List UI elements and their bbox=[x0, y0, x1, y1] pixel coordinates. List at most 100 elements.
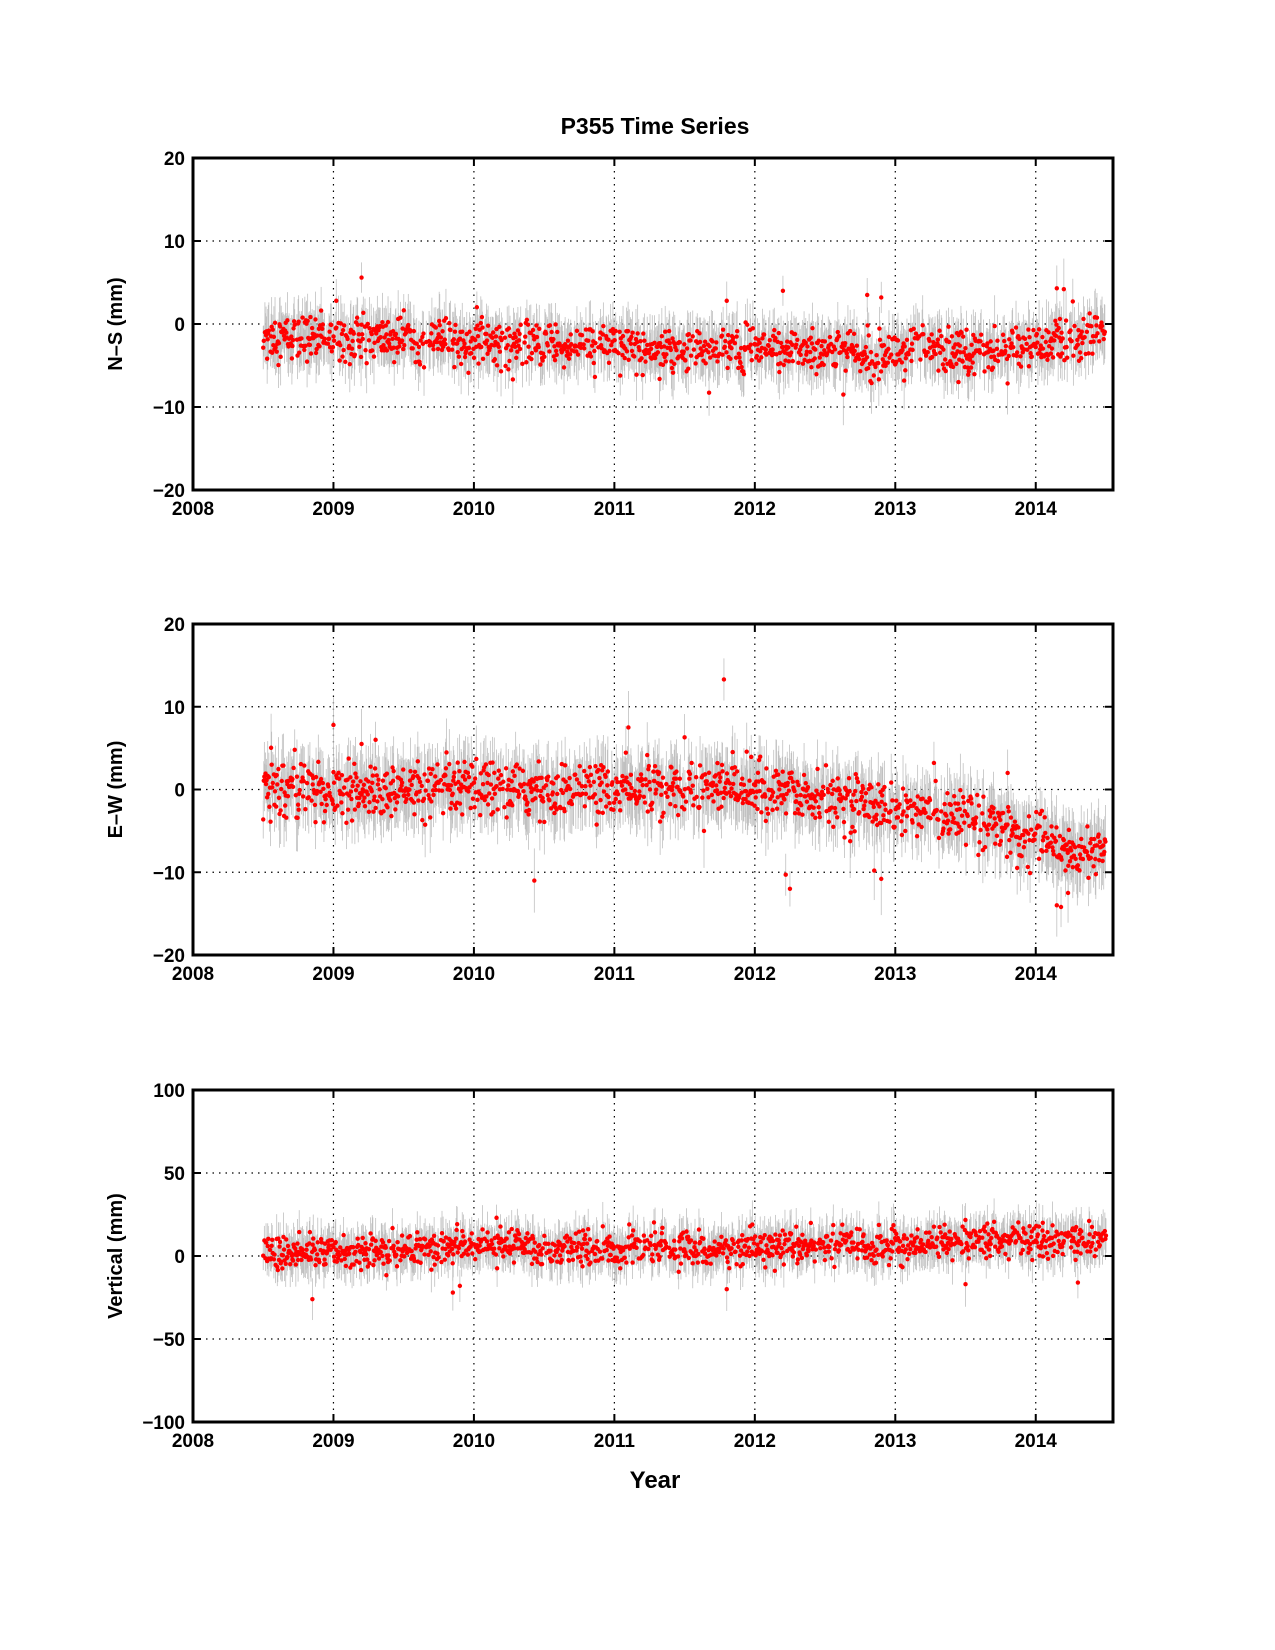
data-point bbox=[1034, 809, 1039, 815]
data-point bbox=[908, 798, 913, 803]
data-point bbox=[1088, 855, 1093, 861]
data-point bbox=[506, 367, 511, 372]
data-point bbox=[961, 800, 966, 805]
data-point bbox=[982, 845, 988, 850]
data-point bbox=[417, 779, 423, 785]
data-point bbox=[1080, 856, 1086, 862]
data-point bbox=[304, 780, 310, 786]
data-point bbox=[436, 318, 442, 324]
data-point bbox=[719, 333, 725, 338]
data-point bbox=[770, 790, 776, 795]
data-point bbox=[879, 295, 884, 300]
data-point bbox=[503, 766, 509, 771]
data-point bbox=[786, 359, 792, 364]
data-point bbox=[957, 806, 963, 812]
data-point bbox=[649, 807, 654, 812]
data-point bbox=[411, 800, 417, 805]
data-point bbox=[943, 368, 948, 374]
data-point bbox=[313, 774, 319, 780]
data-point bbox=[502, 335, 508, 340]
data-point bbox=[340, 811, 345, 816]
data-point bbox=[647, 787, 653, 792]
data-point bbox=[366, 338, 372, 343]
data-point bbox=[589, 343, 595, 348]
data-point bbox=[757, 788, 762, 794]
data-point bbox=[723, 338, 728, 344]
data-point bbox=[756, 779, 761, 784]
data-point bbox=[1091, 339, 1096, 344]
data-point bbox=[749, 754, 754, 760]
data-point bbox=[300, 794, 306, 799]
data-point bbox=[401, 767, 406, 772]
data-point bbox=[529, 789, 534, 795]
data-point bbox=[479, 344, 484, 350]
data-point bbox=[637, 348, 642, 353]
data-point bbox=[775, 339, 780, 345]
data-point bbox=[320, 322, 326, 327]
data-point bbox=[365, 792, 370, 797]
data-point bbox=[821, 792, 826, 798]
data-point bbox=[606, 337, 611, 342]
data-point bbox=[871, 373, 876, 378]
data-point bbox=[402, 342, 407, 348]
data-point bbox=[951, 793, 957, 799]
data-point bbox=[659, 784, 665, 789]
data-point bbox=[505, 787, 510, 792]
data-point bbox=[863, 799, 868, 804]
data-point bbox=[367, 800, 372, 805]
data-point bbox=[1036, 856, 1042, 862]
data-point bbox=[1041, 834, 1046, 839]
data-point bbox=[512, 344, 518, 350]
data-point bbox=[828, 782, 833, 788]
data-point bbox=[448, 327, 453, 333]
data-point bbox=[968, 365, 974, 370]
data-point bbox=[415, 351, 421, 356]
data-point bbox=[276, 340, 282, 346]
data-point bbox=[811, 805, 816, 810]
data-point bbox=[841, 819, 847, 825]
data-point bbox=[386, 337, 391, 343]
data-point bbox=[718, 775, 723, 780]
data-point bbox=[298, 761, 304, 767]
data-point bbox=[687, 776, 692, 781]
data-point bbox=[420, 341, 426, 347]
data-point bbox=[863, 790, 869, 796]
data-point bbox=[741, 782, 747, 788]
data-point bbox=[855, 779, 861, 785]
data-point bbox=[418, 338, 423, 343]
data-point bbox=[457, 768, 462, 774]
data-point bbox=[276, 766, 281, 772]
data-point bbox=[348, 789, 354, 794]
x-tick-label: 2009 bbox=[312, 499, 354, 520]
data-point bbox=[796, 360, 801, 366]
data-point bbox=[452, 364, 457, 370]
data-point bbox=[629, 334, 634, 340]
data-point bbox=[1054, 286, 1060, 291]
data-point bbox=[460, 812, 465, 817]
data-point bbox=[446, 347, 451, 353]
data-point bbox=[1087, 311, 1092, 316]
data-point bbox=[601, 789, 607, 794]
data-point bbox=[610, 780, 615, 785]
data-point bbox=[1010, 831, 1015, 836]
data-point bbox=[281, 763, 286, 768]
data-point bbox=[401, 308, 406, 313]
data-point bbox=[889, 352, 894, 357]
data-point bbox=[871, 804, 876, 810]
data-point bbox=[655, 350, 661, 355]
data-point bbox=[700, 795, 705, 800]
data-point bbox=[973, 821, 978, 826]
data-point bbox=[1026, 831, 1031, 836]
data-point bbox=[763, 347, 769, 352]
data-point bbox=[321, 820, 327, 825]
data-point bbox=[901, 378, 907, 383]
data-point bbox=[936, 817, 941, 822]
data-point bbox=[590, 329, 595, 334]
data-point bbox=[303, 343, 308, 349]
data-point bbox=[780, 288, 786, 293]
data-point bbox=[841, 806, 846, 812]
data-point bbox=[278, 354, 283, 360]
data-point bbox=[339, 800, 344, 805]
data-point bbox=[277, 811, 282, 817]
data-point bbox=[882, 360, 887, 365]
